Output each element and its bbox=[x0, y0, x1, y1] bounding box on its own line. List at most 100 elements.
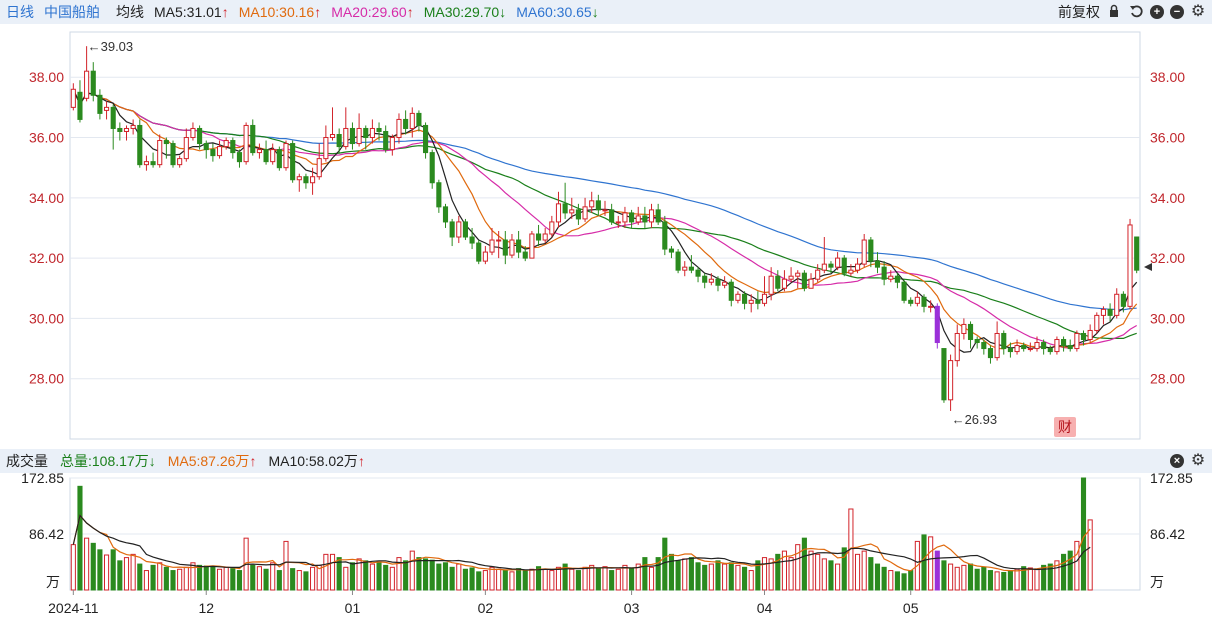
candle-body bbox=[901, 281, 907, 301]
volume-bar bbox=[994, 571, 1000, 591]
volume-bar bbox=[230, 568, 236, 591]
volume-bar bbox=[562, 563, 568, 591]
candle-body bbox=[569, 209, 575, 214]
candle-body bbox=[343, 127, 349, 148]
candle-body bbox=[655, 209, 661, 223]
candle-body bbox=[854, 263, 861, 271]
volume-bar bbox=[582, 566, 588, 591]
adjust-selector[interactable]: 前复权 bbox=[1058, 4, 1100, 20]
candle-body bbox=[642, 215, 648, 223]
candle-body bbox=[1080, 332, 1087, 341]
ma-label[interactable]: 均线 bbox=[116, 4, 144, 20]
candle-body bbox=[70, 88, 76, 108]
zoom-in-icon[interactable]: + bbox=[1150, 5, 1164, 19]
volume-bar bbox=[755, 560, 761, 591]
candle-body bbox=[303, 176, 309, 184]
volume-bar bbox=[236, 570, 243, 591]
volume-bar bbox=[403, 560, 409, 591]
settings-gear-icon[interactable]: ⚙ bbox=[1190, 3, 1206, 20]
volume-bar bbox=[343, 566, 349, 591]
volume-bar bbox=[336, 557, 342, 591]
volume-bar bbox=[609, 570, 615, 591]
candle-body bbox=[1100, 308, 1107, 316]
candle-body bbox=[270, 149, 276, 163]
candle-body bbox=[742, 293, 748, 304]
close-icon[interactable]: × bbox=[1170, 454, 1184, 468]
chart-toolbar: 前复权 + − ⚙ bbox=[1058, 0, 1206, 24]
volume-bar bbox=[835, 563, 841, 591]
volume-settings-gear-icon[interactable]: ⚙ bbox=[1190, 452, 1206, 469]
volume-bar bbox=[821, 558, 827, 591]
volume-bar bbox=[615, 568, 621, 591]
period-selector[interactable]: 日线 bbox=[6, 4, 34, 20]
candle-body bbox=[449, 221, 455, 238]
candle-body bbox=[755, 299, 761, 304]
candle-body bbox=[562, 203, 568, 214]
lock-icon[interactable] bbox=[1106, 4, 1122, 20]
candle-body bbox=[542, 233, 548, 241]
candle-body bbox=[928, 305, 934, 308]
volume-bar bbox=[967, 563, 974, 591]
volume-bar bbox=[1041, 564, 1047, 591]
volume-ma10: MA10:58.02万↑ bbox=[268, 451, 365, 471]
candle-body bbox=[1027, 348, 1033, 351]
volume-bar bbox=[496, 568, 502, 591]
candle-body bbox=[1094, 314, 1100, 331]
volume-bar bbox=[456, 563, 462, 591]
volume-bar bbox=[788, 557, 794, 591]
volume-bar bbox=[276, 570, 282, 591]
volume-ma10-arrow-icon: ↑ bbox=[357, 453, 365, 469]
volume-bar bbox=[270, 562, 276, 591]
volume-bar bbox=[854, 553, 861, 591]
volume-bar bbox=[668, 553, 675, 591]
candle-body bbox=[815, 269, 821, 280]
volume-bar bbox=[1027, 567, 1033, 591]
volume-bar bbox=[469, 567, 475, 591]
volume-bar bbox=[223, 566, 229, 591]
main-plot-frame bbox=[69, 31, 1141, 440]
volume-bar bbox=[216, 568, 223, 591]
candle-body bbox=[416, 112, 422, 126]
volume-bar bbox=[103, 554, 110, 591]
candle-body bbox=[516, 239, 522, 253]
candle-body bbox=[329, 134, 336, 139]
ma60-line bbox=[72, 89, 1137, 311]
candle-body bbox=[629, 212, 635, 223]
candle-body bbox=[662, 221, 668, 250]
volume-chart[interactable]: 172.85 172.85 86.42 86.42 万 万 2024-11 12 01 02 03 0… bbox=[0, 473, 1212, 617]
y-tick-label-right: 36.00 bbox=[1150, 130, 1185, 146]
volume-bar bbox=[921, 534, 927, 591]
candle-body bbox=[941, 348, 947, 401]
volume-bar bbox=[868, 557, 874, 591]
candlestick-chart[interactable]: 38.00 38.00 36.00 36.00 34.00 34.00 32.00 32.00… bbox=[0, 24, 1212, 449]
candle-body bbox=[197, 127, 203, 145]
candle-body bbox=[157, 140, 163, 166]
x-tick-label: 2024-11 bbox=[48, 600, 99, 616]
candle-body bbox=[522, 251, 528, 259]
y-tick-label-left: 36.00 bbox=[29, 130, 64, 146]
candle-body bbox=[422, 124, 429, 154]
candle-body bbox=[861, 239, 867, 265]
volume-bar bbox=[635, 563, 641, 591]
candle-body bbox=[708, 278, 714, 283]
ma5-arrow-icon: ↑ bbox=[221, 4, 229, 20]
candle-body bbox=[84, 70, 90, 99]
candle-body bbox=[648, 209, 655, 223]
candle-body bbox=[788, 275, 794, 280]
volume-bar bbox=[728, 562, 734, 591]
candle-body bbox=[868, 239, 874, 262]
high-price-annotation: ←39.03 bbox=[88, 39, 134, 54]
zoom-out-icon[interactable]: − bbox=[1170, 5, 1184, 19]
candle-body bbox=[529, 233, 535, 259]
volume-bar bbox=[130, 553, 136, 591]
volume-bar bbox=[263, 568, 269, 591]
volume-ma5-arrow-icon: ↑ bbox=[249, 453, 257, 469]
undo-icon[interactable] bbox=[1128, 4, 1144, 20]
volume-bar bbox=[1001, 572, 1007, 591]
candle-body bbox=[921, 296, 927, 307]
volume-bar bbox=[595, 567, 601, 591]
candle-body bbox=[369, 127, 375, 139]
y-tick-label-right: 32.00 bbox=[1150, 250, 1185, 266]
candle-body bbox=[502, 239, 508, 256]
financial-report-badge[interactable]: 财 bbox=[1054, 417, 1076, 437]
